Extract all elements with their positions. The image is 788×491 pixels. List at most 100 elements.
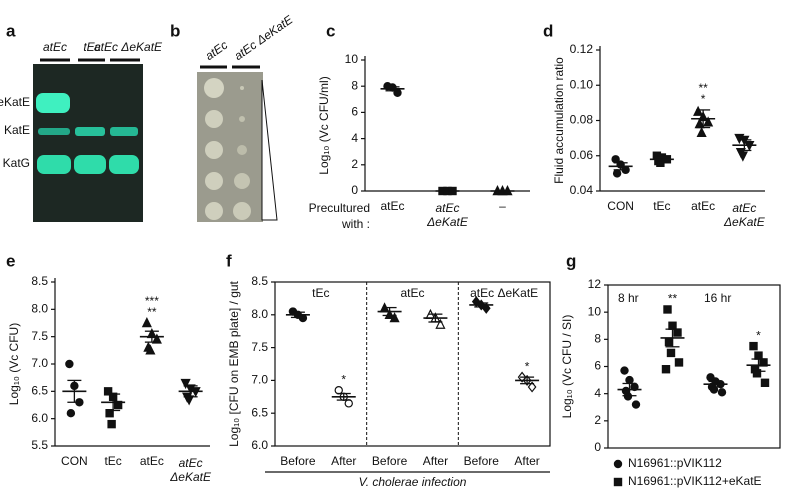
point [752, 369, 762, 378]
group-label: atEc [400, 286, 424, 300]
band [37, 155, 71, 174]
point [668, 321, 677, 330]
point [674, 358, 684, 367]
legend-label: N16961::pVIK112 [628, 456, 722, 470]
point [703, 116, 714, 127]
point [344, 399, 353, 408]
y-tick-label: 7.5 [31, 329, 48, 343]
significance: ** [698, 81, 708, 95]
error-bar [654, 156, 669, 162]
significance: * [341, 372, 346, 386]
x-tick-label: CON [61, 454, 88, 468]
x-tick-label: – [499, 199, 506, 213]
point [334, 386, 343, 395]
point [66, 409, 76, 418]
spot [239, 116, 245, 122]
chart: f 6.0 6.5 7.0 7.5 8.0 8.5 Log₁₀ [CFU on EMB pla… [226, 251, 551, 489]
gel-panel: a atEc tEc atEc ΔeKatE eKatE KatE KatG [0, 21, 163, 222]
gel-image [33, 64, 143, 222]
error-bar [385, 86, 400, 92]
point [151, 333, 162, 344]
panel-label: f [226, 251, 232, 270]
band-label: KatG [3, 156, 30, 170]
point [693, 105, 704, 116]
error-bar [751, 358, 766, 372]
group-label: 8 hr [618, 291, 639, 305]
x-tick-label: Before [372, 454, 408, 468]
y-tick-label: 4 [351, 131, 358, 145]
error-bar [665, 328, 680, 348]
point [717, 388, 727, 397]
chart: d 0.04 0.06 0.08 0.10 0.12 Fluid accumulation … [543, 21, 766, 229]
point [113, 400, 123, 410]
y-tick-label: 10 [588, 304, 602, 318]
spot [233, 202, 251, 220]
y-tick-label: 6.5 [31, 384, 48, 398]
spot [205, 141, 223, 159]
x-tick-label: atEc [179, 456, 203, 470]
significance: * [525, 359, 530, 373]
point [65, 359, 74, 369]
y-axis-label: Log₁₀ (Vc CFU / SI) [560, 315, 574, 419]
error-bar [336, 392, 351, 401]
spot [237, 145, 247, 155]
error-bar [290, 311, 305, 319]
x-tick-label: ΔeKatE [169, 470, 212, 484]
x-tick-label: CON [607, 199, 634, 213]
legend-label: N16961::pVIK112+eKatE [628, 474, 762, 488]
point [107, 419, 116, 429]
point [105, 409, 114, 418]
y-axis-label: Log₁₀ (Vc CFU) [7, 323, 21, 405]
y-tick-label: 8 [351, 78, 358, 92]
y-tick-label: 6 [594, 359, 601, 373]
band [74, 155, 106, 174]
lane-label: atEc [43, 40, 67, 54]
band-label: KatE [4, 123, 30, 137]
x-tick-label: tEc [653, 199, 670, 213]
band [109, 155, 139, 174]
panel-label: a [6, 21, 16, 40]
significance: * [756, 328, 761, 342]
point [709, 385, 719, 394]
point [631, 400, 641, 409]
x-tick-label: atEc [140, 454, 164, 468]
point [435, 318, 446, 329]
x-tick-label: Before [464, 454, 500, 468]
plot-frame [274, 281, 551, 447]
y-tick-label: 8.0 [251, 307, 268, 321]
y-tick-label: 6 [351, 105, 358, 119]
band [38, 128, 70, 135]
x-tick-label: atEc [380, 199, 404, 213]
y-tick-label: 0.10 [570, 77, 594, 91]
x-tick-label: atEc [732, 201, 756, 215]
plate-panel: b atEc atEc ΔeKatE [170, 12, 296, 222]
x-tick-label: tEc [104, 454, 121, 468]
y-tick-label: 5.5 [31, 438, 48, 452]
error-bar [474, 302, 489, 308]
spot [205, 110, 223, 128]
y-tick-label: 10 [345, 52, 359, 66]
error-bar [622, 382, 637, 397]
y-tick-label: 8 [594, 332, 601, 346]
error-bar [106, 393, 121, 412]
chart: e 5.5 6.0 6.5 7.0 7.5 8.0 8.5 Log₁₀ (Vc CFU) CON t… [6, 251, 212, 484]
point [754, 351, 763, 360]
group-label: tEc [312, 286, 329, 300]
panel-label: d [543, 21, 553, 40]
x-tick-label: ΔeKatE [723, 215, 766, 229]
error-bar [708, 380, 723, 388]
point [184, 395, 195, 406]
point [623, 392, 633, 401]
y-tick-label: 4 [594, 386, 601, 400]
significance: ** [668, 292, 678, 306]
x-tick-label: Before [280, 454, 316, 468]
point [625, 375, 634, 385]
point [673, 328, 682, 337]
error-bar [144, 330, 159, 343]
point [656, 158, 665, 167]
y-axis-label: Log₁₀ (Vc CFU/ml) [317, 76, 331, 174]
point [760, 378, 770, 388]
lane-label: tEc [83, 40, 100, 54]
band [75, 127, 105, 136]
